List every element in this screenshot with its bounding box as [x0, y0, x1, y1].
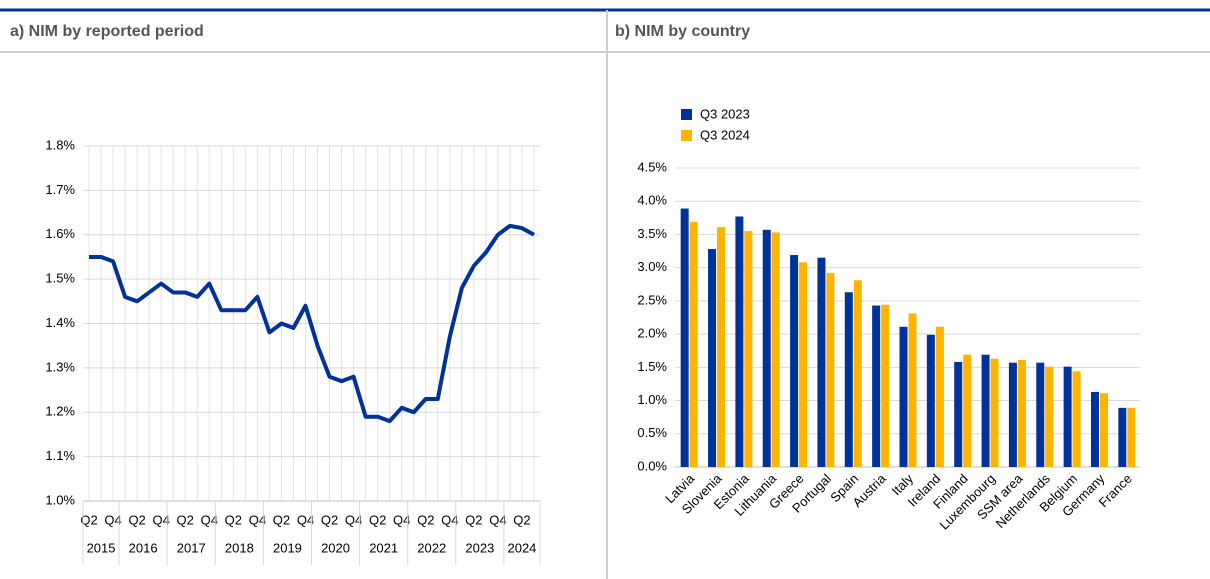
y-tick-label: 1.6%: [45, 226, 75, 241]
x-group-label: 2015: [87, 540, 116, 555]
bar: [817, 257, 826, 467]
x-group-label: 2022: [417, 540, 446, 555]
x-tick-label: Q2: [80, 512, 97, 527]
bar: [1090, 391, 1099, 467]
x-tick-label: Q4: [297, 512, 314, 527]
bar: [1045, 366, 1054, 467]
x-tick-label: Q4: [249, 512, 266, 527]
panel-title: a) NIM by reported period: [10, 23, 204, 40]
x-tick-label: Q4: [201, 512, 218, 527]
legend-swatch: [681, 109, 692, 120]
bar: [1127, 407, 1136, 467]
y-tick-label: 3.5%: [637, 226, 667, 241]
bar: [926, 334, 935, 467]
bar: [680, 208, 689, 467]
bar: [735, 216, 744, 467]
line: [89, 223, 535, 424]
x-tick-label: Q2: [128, 512, 145, 527]
x-group-label: 2017: [177, 540, 206, 555]
bar: [899, 326, 908, 467]
y-tick-label: 2.5%: [637, 292, 667, 307]
bar: [717, 227, 726, 467]
x-tick-label: Q2: [273, 512, 290, 527]
bar: [844, 292, 853, 467]
x-group-label: 2019: [273, 540, 302, 555]
bar: [981, 354, 990, 467]
y-tick-label: 1.0%: [45, 492, 75, 507]
bar: [1118, 407, 1127, 467]
bar: [1036, 362, 1045, 467]
y-tick-label: 0.5%: [637, 425, 667, 440]
y-tick-label: 2.0%: [637, 326, 667, 341]
bar: [881, 304, 890, 467]
bar: [771, 232, 780, 467]
panel-title: b) NIM by country: [615, 23, 750, 40]
x-tick-label: Q2: [369, 512, 386, 527]
bar: [689, 221, 698, 467]
x-group-label: 2020: [321, 540, 350, 555]
y-tick-label: 1.4%: [45, 315, 75, 330]
bar: [935, 326, 944, 467]
bar: [1072, 371, 1081, 467]
x-tick-label: Q4: [345, 512, 362, 527]
bar: [1008, 362, 1017, 467]
y-tick-label: 0.0%: [637, 458, 667, 473]
y-tick-label: 1.1%: [45, 448, 75, 463]
legend-label: Q3 2023: [700, 106, 750, 121]
x-tick-label: Q2: [465, 512, 482, 527]
y-tick-label: 1.3%: [45, 359, 75, 374]
x-tick-label: Q2: [225, 512, 242, 527]
x-group-label: 2023: [465, 540, 494, 555]
bar: [799, 262, 808, 467]
bar: [954, 362, 963, 467]
x-group-label: 2024: [507, 540, 536, 555]
y-tick-label: 1.5%: [637, 359, 667, 374]
legend-label: Q3 2024: [700, 127, 750, 142]
bar: [708, 249, 717, 467]
y-tick-label: 1.8%: [45, 137, 75, 152]
bar: [853, 280, 862, 467]
y-tick-label: 3.0%: [637, 259, 667, 274]
x-tick-label: Q2: [321, 512, 338, 527]
bar: [1017, 360, 1026, 467]
bar: [826, 272, 835, 467]
bar: [1063, 366, 1072, 467]
x-group-label: 2021: [369, 540, 398, 555]
x-tick-label: Q2: [177, 512, 194, 527]
x-tick-label: Q4: [393, 512, 410, 527]
legend-swatch: [681, 130, 692, 141]
x-tick-label: Q4: [441, 512, 458, 527]
bar: [908, 313, 917, 467]
bar: [990, 358, 999, 467]
y-tick-label: 1.2%: [45, 404, 75, 419]
bar: [744, 231, 753, 467]
y-tick-label: 1.5%: [45, 271, 75, 286]
bar: [872, 305, 881, 467]
bar: [1099, 393, 1108, 467]
x-group-label: 2018: [225, 540, 254, 555]
x-tick-label: Q2: [513, 512, 530, 527]
y-tick-label: 1.7%: [45, 182, 75, 197]
y-tick-label: 1.0%: [637, 392, 667, 407]
x-tick-label: Q4: [104, 512, 121, 527]
bar: [963, 354, 972, 467]
x-tick-label: Q4: [152, 512, 169, 527]
x-tick-label: Q2: [417, 512, 434, 527]
bar: [790, 255, 799, 467]
bar: [762, 229, 771, 467]
y-tick-label: 4.5%: [637, 159, 667, 174]
x-tick-label: Q4: [489, 512, 506, 527]
x-group-label: 2016: [129, 540, 158, 555]
y-tick-label: 4.0%: [637, 193, 667, 208]
